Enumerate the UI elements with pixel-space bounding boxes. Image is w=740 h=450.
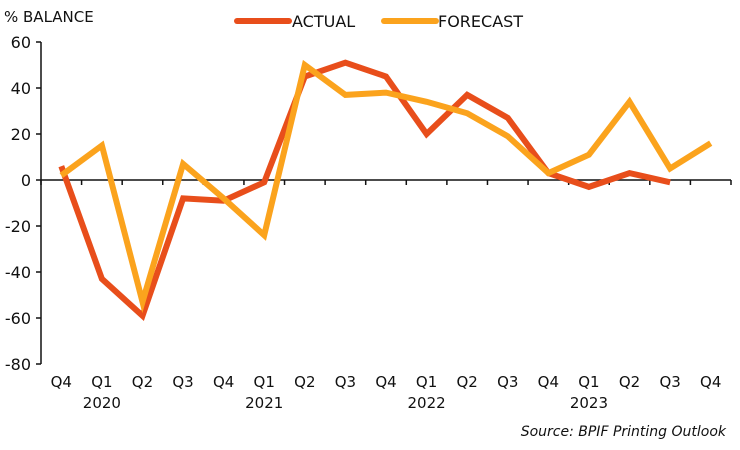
x-tick-label: Q3 [172,373,193,391]
y-tick-label: 20 [11,125,31,144]
x-tick-label: Q3 [659,373,680,391]
x-tick-label: Q4 [700,373,721,391]
x-tick-label: Q2 [456,373,477,391]
x-year-label: 2023 [570,394,608,412]
x-tick-label: Q3 [335,373,356,391]
y-tick-label: -40 [5,263,31,282]
y-tick-label: 0 [21,171,31,190]
x-year-label: 2020 [83,394,121,412]
series-lines [58,59,713,321]
y-tick-label: -80 [5,355,31,374]
y-axis-title: % BALANCE [4,8,94,26]
x-year-label: 2021 [245,394,283,412]
source-note: Source: BPIF Printing Outlook [520,424,726,440]
series-line-actual [58,59,671,321]
x-tick-label: Q1 [91,373,112,391]
x-tick-label: Q1 [416,373,437,391]
y-axis-ticks: 60 40 20 0 -20 -40 -60 -80 [5,33,41,374]
x-tick-label: Q1 [578,373,599,391]
y-tick-label: -60 [5,309,31,328]
legend-label-actual: ACTUAL [292,12,355,31]
x-year-label: 2022 [407,394,445,412]
y-tick-label: 60 [11,33,31,52]
x-tick-label: Q1 [254,373,275,391]
legend: ACTUAL FORECAST [234,12,523,31]
x-tick-label: Q4 [213,373,234,391]
x-tick-label: Q2 [132,373,153,391]
x-axis-ticks: Q4 Q1 Q2 Q3 Q4 Q1 Q2 Q3 Q4 Q1 Q2 Q3 Q4 Q1 Q2 Q3 Q4 2020 20… [40,180,732,412]
x-tick-label: Q3 [497,373,518,391]
x-tick-label: Q2 [619,373,640,391]
x-tick-label: Q4 [538,373,559,391]
y-tick-label: 40 [11,79,31,98]
y-tick-label: -20 [5,217,31,236]
x-tick-label: Q2 [294,373,315,391]
x-tick-label: Q4 [51,373,72,391]
legend-label-forecast: FORECAST [438,12,523,31]
x-tick-label: Q4 [375,373,396,391]
